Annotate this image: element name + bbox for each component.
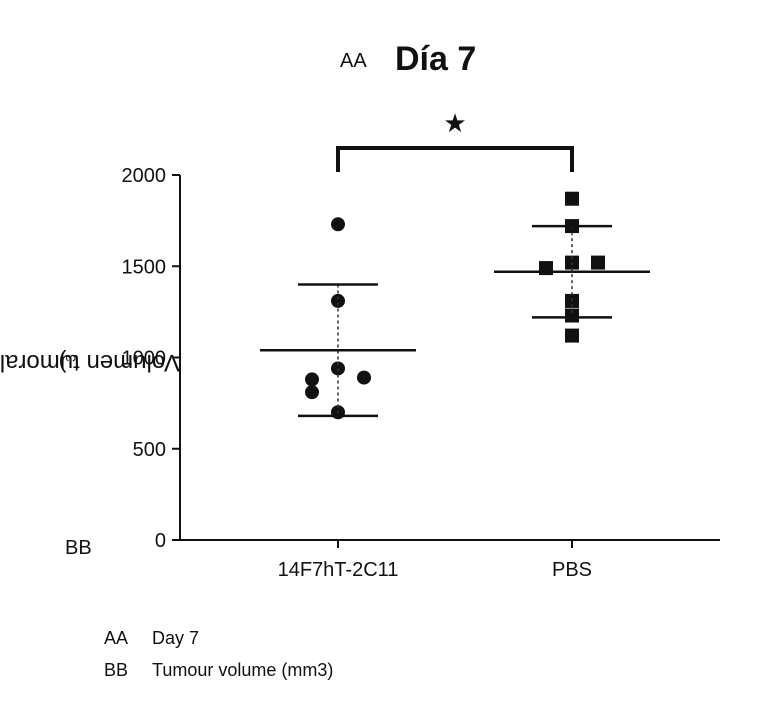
- title-tag: AA: [340, 50, 367, 72]
- significance-bracket: [336, 146, 574, 172]
- y-tick-label: 1500: [122, 256, 167, 278]
- y-axis-tag: BB: [65, 537, 92, 559]
- data-point: [565, 191, 579, 206]
- x-tick-label: 14F7hT-2C11: [278, 559, 399, 581]
- legend-key: AA: [104, 628, 129, 648]
- data-point: [305, 385, 319, 400]
- data-point: [565, 308, 579, 323]
- data-point: [331, 361, 345, 376]
- data-point: [331, 217, 345, 232]
- data-point: [305, 372, 319, 387]
- translation-legend: AA Day 7 BB Tumour volume (mm3): [104, 622, 333, 686]
- y-tick-label: 0: [155, 530, 166, 552]
- y-tick-label: 2000: [122, 165, 167, 187]
- legend-text: Day 7: [152, 628, 200, 648]
- y-tick-label: 1000: [122, 348, 167, 370]
- x-tick-label: PBS: [552, 559, 592, 581]
- chart-title: Día 7: [395, 40, 477, 78]
- data-point: [591, 255, 605, 270]
- legend-row: BB Tumour volume (mm3): [104, 654, 333, 686]
- y-axis-label-close: ): [58, 348, 67, 376]
- significance-marker: ★: [443, 109, 466, 139]
- y-tick-label: 500: [133, 439, 166, 461]
- data-point: [357, 370, 371, 385]
- y-axis-label-text: Volumen tumoral (mm: [0, 348, 180, 376]
- legend-text: Tumour volume (mm3): [152, 660, 334, 680]
- data-point: [331, 293, 345, 308]
- data-point: [565, 328, 579, 343]
- legend-key: BB: [104, 660, 129, 680]
- legend-row: AA Day 7: [104, 622, 333, 654]
